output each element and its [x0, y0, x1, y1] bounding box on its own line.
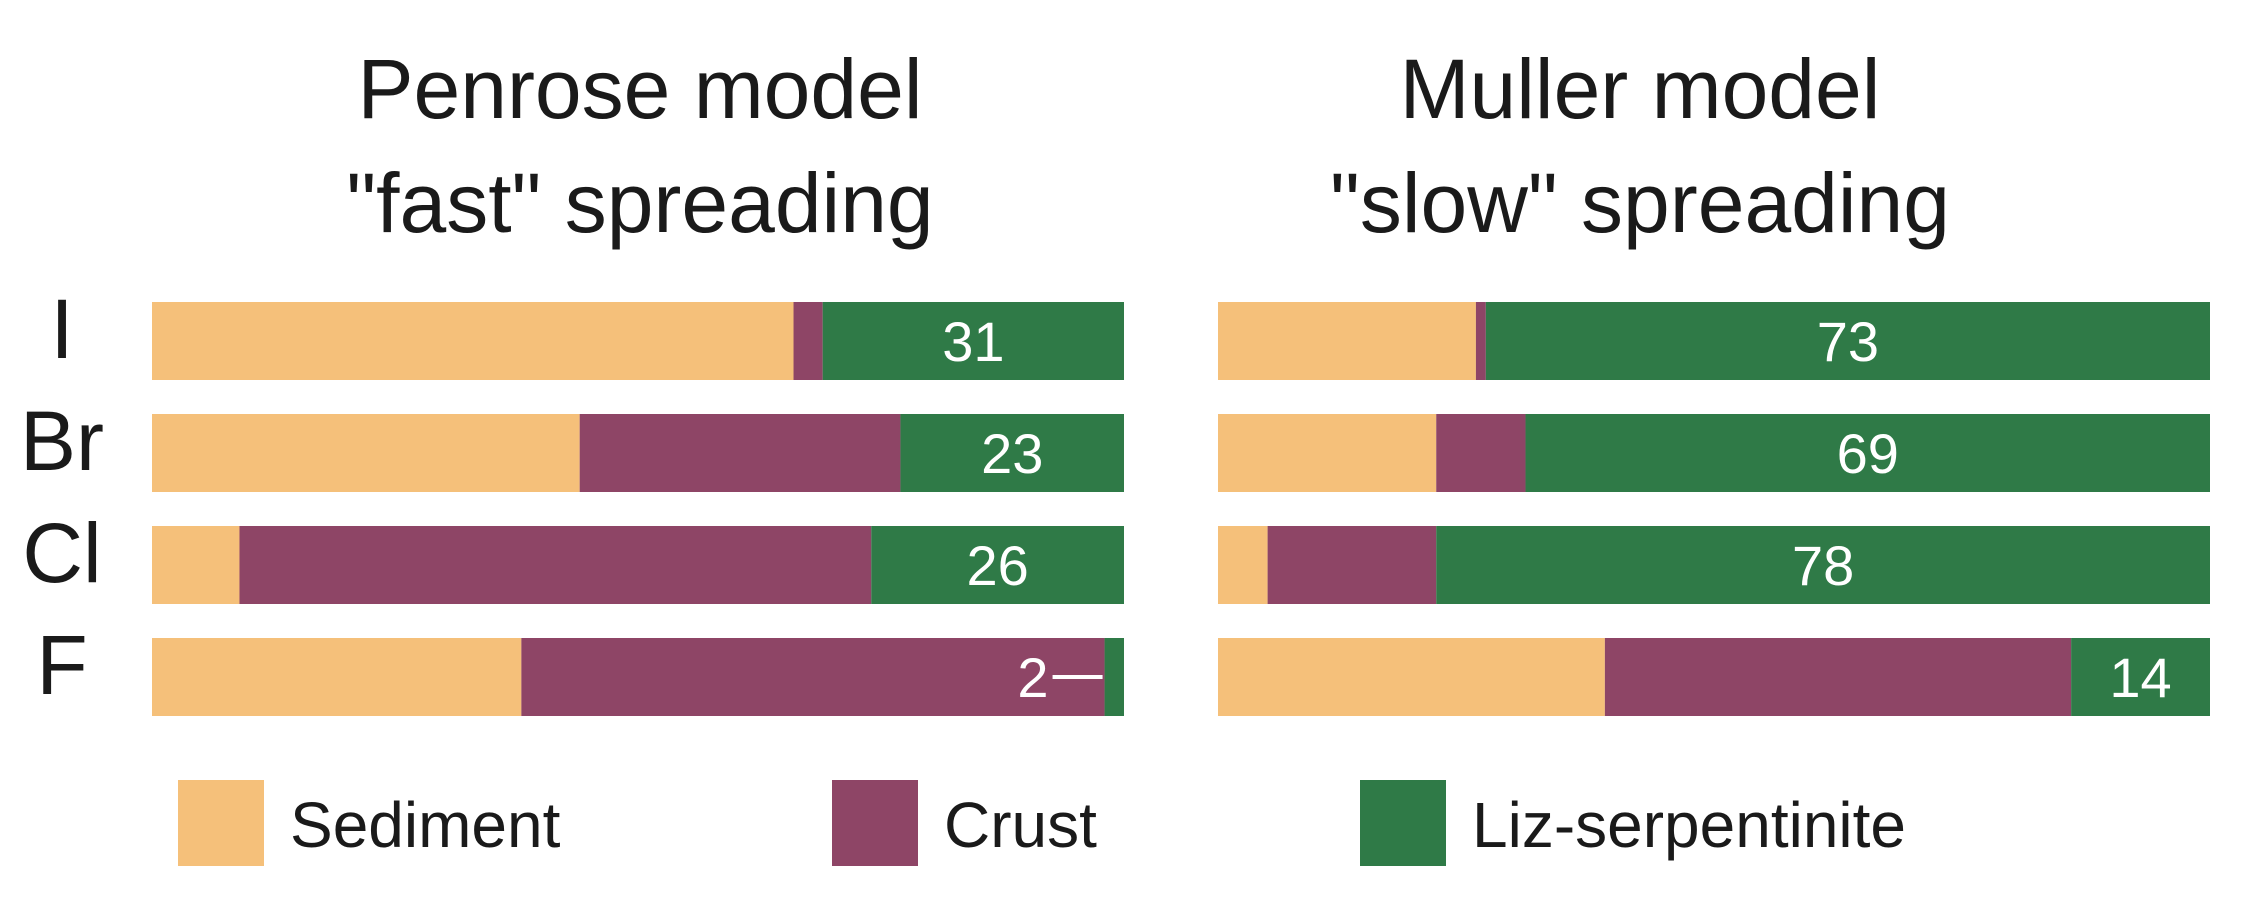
bar-segment-2-cl-crust: [1267, 526, 1437, 604]
data-label-1-i: 31: [942, 310, 1004, 373]
data-label-2-i: 73: [1817, 310, 1879, 373]
panel-title-1-line-2: "fast" spreading: [346, 156, 933, 250]
bar-segment-2-i-liz-serpentinite: [1485, 302, 2210, 380]
legend-swatch-sediment: [178, 780, 264, 866]
bar-segment-2-f-liz-serpentinite: [2071, 638, 2210, 716]
bar-segment-1-f-crust: [521, 638, 1105, 716]
bar-segment-1-i-liz-serpentinite: [822, 302, 1124, 380]
bar-segment-2-i-crust: [1475, 302, 1486, 380]
bar-segment-1-cl-crust: [239, 526, 872, 604]
bar-segment-1-f-liz-serpentinite: [1104, 638, 1124, 716]
legend-swatch-liz-serpentinite: [1360, 780, 1446, 866]
legend: Sediment Crust Liz-serpentinite: [178, 780, 1906, 866]
panel-title-2-line-2: "slow" spreading: [1330, 156, 1950, 250]
bar-segment-2-br-sediment: [1218, 414, 1437, 492]
data-label-2-br: 69: [1837, 422, 1899, 485]
bar-segment-2-br-crust: [1436, 414, 1526, 492]
data-label-1-cl: 26: [966, 534, 1028, 597]
bar-segment-2-f-sediment: [1218, 638, 1605, 716]
data-label-2-cl: 78: [1792, 534, 1854, 597]
legend-label-sediment: Sediment: [290, 789, 561, 861]
bar-segment-2-br-liz-serpentinite: [1525, 414, 2210, 492]
bar-segment-2-i-sediment: [1218, 302, 1476, 380]
bar-segment-1-cl-liz-serpentinite: [871, 526, 1124, 604]
legend-label-crust: Crust: [944, 789, 1097, 861]
bar-segment-1-br-sediment: [152, 414, 580, 492]
data-label-1-br: 23: [981, 422, 1043, 485]
row-label-br: Br: [20, 394, 104, 488]
bar-segment-2-cl-sediment: [1218, 526, 1268, 604]
bar-segment-1-i-sediment: [152, 302, 794, 380]
row-label-f: F: [36, 618, 87, 712]
bars: 31 23 26 2 73 69 78 14: [152, 302, 2210, 716]
panel-title-2-line-1: Muller model: [1400, 42, 1881, 136]
data-label-2-f: 14: [2109, 646, 2171, 709]
panel-titles: Penrose model "fast" spreading Muller mode…: [346, 42, 1950, 250]
row-labels: I Br Cl F: [20, 282, 104, 712]
legend-label-liz-serpentinite: Liz-serpentinite: [1472, 789, 1906, 861]
bar-segment-2-f-crust: [1604, 638, 2072, 716]
bar-segment-1-br-liz-serpentinite: [900, 414, 1124, 492]
data-label-1-f: 2: [1017, 646, 1048, 709]
row-label-cl: Cl: [22, 506, 101, 600]
legend-swatch-crust: [832, 780, 918, 866]
bar-segment-1-i-crust: [793, 302, 823, 380]
bar-segment-2-cl-liz-serpentinite: [1436, 526, 2210, 604]
row-label-i: I: [50, 282, 73, 376]
panel-title-1-line-1: Penrose model: [358, 42, 923, 136]
bar-segment-1-f-sediment: [152, 638, 522, 716]
bar-segment-1-cl-sediment: [152, 526, 240, 604]
bar-segment-1-br-crust: [579, 414, 901, 492]
